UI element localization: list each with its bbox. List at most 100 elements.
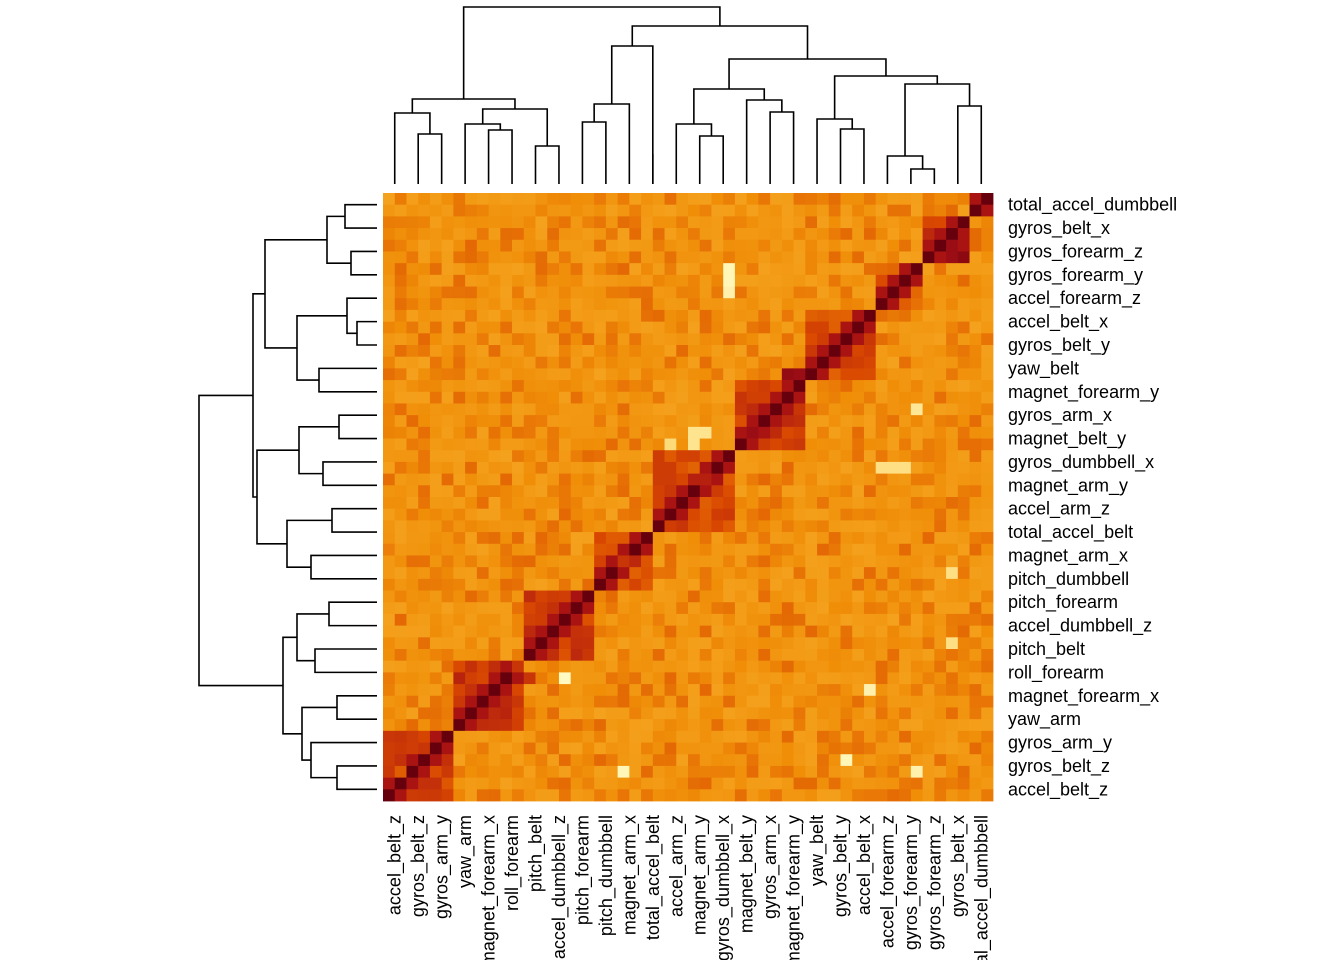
heatmap-cell [406, 742, 419, 755]
heatmap-cell [770, 286, 783, 299]
heatmap-cell [383, 730, 396, 743]
heatmap-cell [629, 613, 642, 627]
heatmap-cell [875, 754, 888, 767]
heatmap-cell [981, 532, 994, 545]
heatmap-cell [852, 438, 865, 451]
heatmap-cell [746, 578, 759, 591]
heatmap-cell [476, 742, 489, 755]
heatmap-cell [946, 204, 959, 217]
heatmap-cell [934, 719, 947, 732]
heatmap-cell [394, 438, 407, 451]
heatmap-cell [734, 473, 748, 486]
heatmap-cell [500, 497, 513, 510]
heatmap-cell [453, 450, 466, 463]
heatmap-cell [934, 613, 947, 627]
heatmap-cell [934, 765, 947, 779]
heatmap-cell [899, 649, 912, 662]
heatmap-cell [652, 263, 665, 276]
heatmap-cell [605, 637, 619, 650]
heatmap-cell [887, 765, 900, 779]
heatmap-cell [558, 333, 572, 346]
heatmap-cell [957, 684, 970, 697]
heatmap-cell [957, 415, 970, 428]
heatmap-cell [922, 742, 935, 755]
heatmap-cell [711, 707, 724, 720]
heatmap-cell [629, 684, 642, 697]
heatmap-cell [899, 356, 912, 369]
heatmap-cell [418, 193, 431, 206]
heatmap-cell [981, 789, 994, 802]
heatmap-cell [922, 274, 935, 287]
heatmap-cell [758, 754, 771, 767]
heatmap-cell [957, 356, 970, 369]
heatmap-cell [406, 730, 419, 743]
heatmap-cell [617, 228, 630, 241]
heatmap-cell [441, 613, 454, 627]
heatmap-cell [723, 438, 736, 451]
heatmap-cell [899, 380, 912, 393]
heatmap-cell [910, 368, 924, 381]
heatmap-cell [570, 438, 583, 451]
heatmap-cell [946, 625, 959, 638]
heatmap-cell [805, 543, 818, 556]
heatmap-cell [488, 193, 501, 206]
heatmap-cell [746, 426, 759, 439]
heatmap-cell [535, 578, 548, 591]
heatmap-cell [817, 415, 830, 428]
heatmap-cell [629, 497, 642, 510]
heatmap-cell [488, 590, 501, 603]
heatmap-cell [523, 567, 536, 580]
heatmap-cell [887, 508, 900, 521]
heatmap-cell [910, 625, 924, 638]
heatmap-cell [746, 438, 759, 451]
heatmap-cell [476, 274, 489, 287]
heatmap-cell [793, 298, 806, 311]
heatmap-cell [934, 380, 947, 393]
heatmap-cell [617, 777, 630, 790]
heatmap-cell [711, 695, 724, 708]
heatmap-cell [828, 789, 841, 802]
heatmap-cell [441, 216, 454, 229]
heatmap-cell [535, 228, 548, 241]
heatmap-cell [512, 578, 525, 591]
heatmap-cell [664, 765, 677, 779]
heatmap-cell [688, 473, 701, 486]
heatmap-cell [699, 263, 712, 276]
heatmap-cell [734, 333, 748, 346]
heatmap-cell [887, 391, 900, 404]
heatmap-cell [394, 298, 407, 311]
heatmap-cell [641, 742, 654, 755]
heatmap-cell [793, 415, 806, 428]
heatmap-cell [899, 578, 912, 591]
heatmap-cell [594, 602, 607, 615]
heatmap-cell [863, 216, 877, 229]
heatmap-cell [582, 263, 595, 276]
heatmap-cell [453, 660, 466, 673]
heatmap-cell [629, 426, 642, 439]
heatmap-cell [535, 251, 548, 264]
heatmap-cell [547, 193, 560, 206]
heatmap-cell [465, 649, 478, 662]
heatmap-cell [441, 754, 454, 767]
heatmap-cell [512, 380, 525, 393]
heatmap-cell [676, 730, 689, 743]
heatmap-cell [934, 485, 947, 498]
heatmap-cell [547, 695, 560, 708]
heatmap-cell [512, 251, 525, 264]
heatmap-cell [547, 333, 560, 346]
heatmap-cell [453, 333, 466, 346]
heatmap-cell [594, 298, 607, 311]
heatmap-cell [781, 625, 794, 638]
heatmap-cell [981, 695, 994, 708]
heatmap-cell [629, 391, 642, 404]
y-tick-label: total_accel_dumbbell [1008, 195, 1177, 216]
heatmap-cell [770, 637, 783, 650]
heatmap-cell [605, 497, 619, 510]
heatmap-cell [922, 485, 935, 498]
heatmap-cell [582, 438, 595, 451]
heatmap-cell [570, 333, 583, 346]
y-tick-label: yaw_belt [1008, 358, 1079, 379]
heatmap-cell [699, 637, 712, 650]
heatmap-cell [922, 637, 935, 650]
heatmap-cell [453, 391, 466, 404]
